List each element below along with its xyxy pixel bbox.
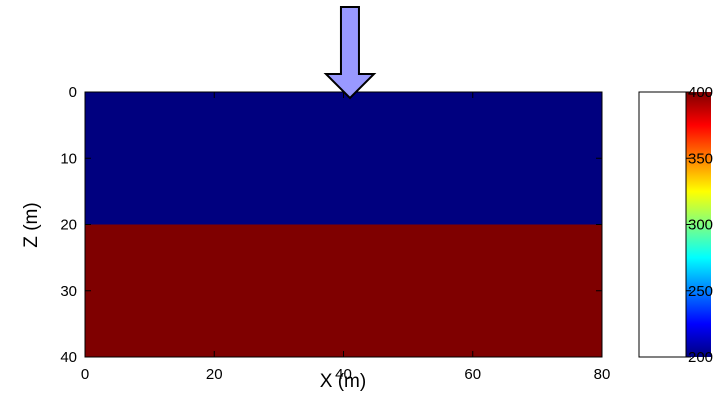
colorbar-tick-label: 250 — [688, 283, 713, 300]
colorbar-ticks: 200 250 300 350 400 — [686, 84, 713, 366]
colorbar-tick-label: 300 — [688, 217, 713, 234]
y-tick-label: 20 — [60, 217, 77, 234]
x-tick-label: 80 — [594, 366, 611, 383]
colorbar-tick-label: 350 — [688, 150, 713, 167]
y-tick-label: 0 — [69, 84, 77, 101]
colorbar: 200 250 300 350 400 — [638, 84, 713, 366]
colorbar-tick-label: 200 — [688, 349, 713, 366]
colorbar-white-panel — [639, 92, 686, 357]
y-tick-label: 40 — [60, 349, 77, 366]
main-plot: 0 20 40 60 80 0 10 20 30 40 X (m) Z (m) — [21, 84, 610, 392]
x-tick-label: 20 — [206, 366, 223, 383]
x-tick-label: 40 — [335, 366, 352, 383]
colorbar-tick-label: 400 — [688, 84, 713, 101]
velocity-layer-2 — [85, 224, 602, 357]
velocity-layer-1 — [85, 92, 602, 225]
x-ticks: 0 20 40 60 80 — [81, 92, 611, 383]
y-ticks: 0 10 20 30 40 — [60, 84, 602, 366]
source-arrow-icon — [323, 6, 377, 100]
source-arrow-shape — [323, 6, 377, 100]
y-axis-title: Z (m) — [21, 202, 42, 247]
velocity-layers — [85, 92, 602, 357]
y-tick-label: 30 — [60, 283, 77, 300]
x-axis-title: X (m) — [320, 371, 366, 392]
y-tick-label: 10 — [60, 150, 77, 167]
x-tick-label: 0 — [81, 366, 89, 383]
x-tick-label: 60 — [464, 366, 481, 383]
